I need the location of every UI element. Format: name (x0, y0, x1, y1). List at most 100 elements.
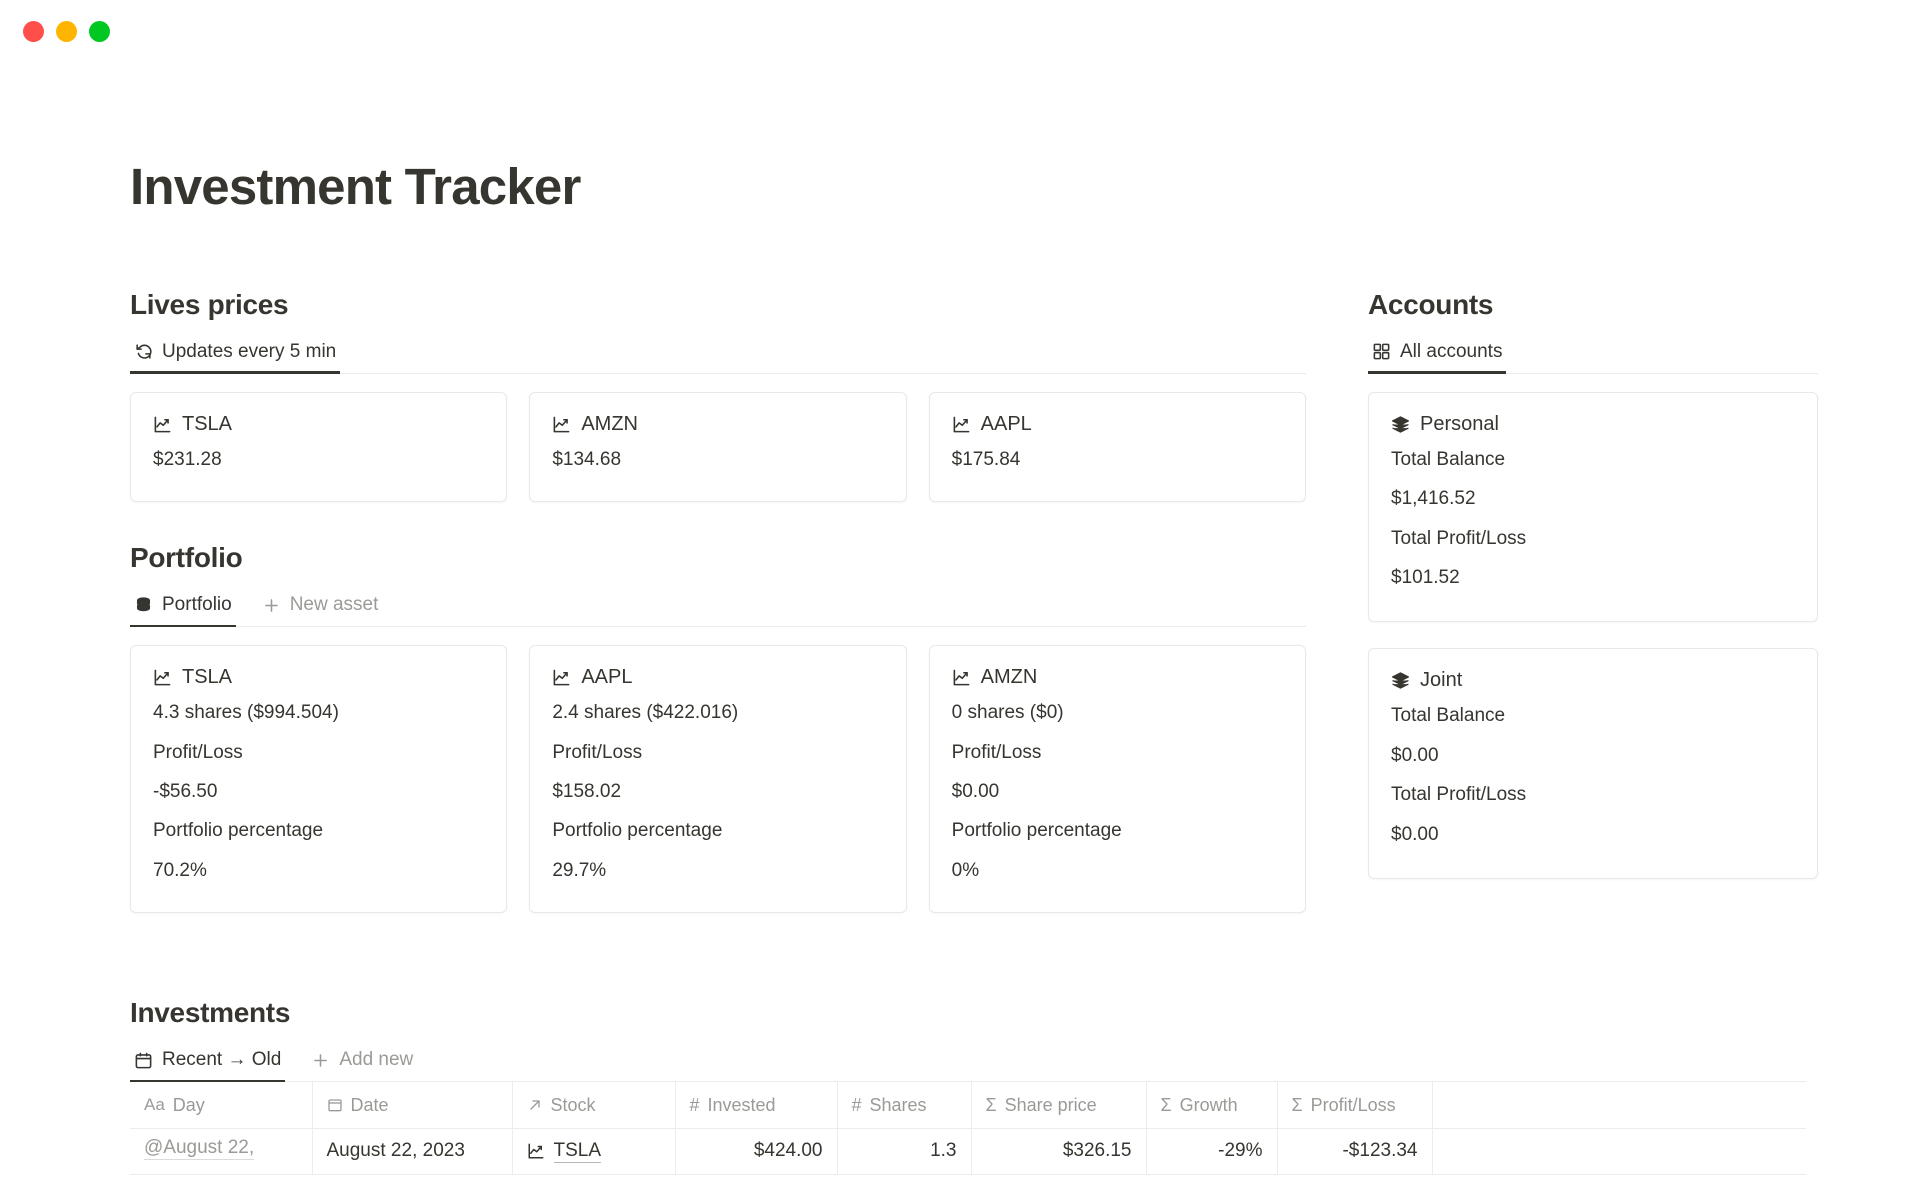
asset-card-aapl[interactable]: AAPL 2.4 shares ($422.016) Profit/Loss $… (529, 645, 907, 914)
account-total-balance-value: $0.00 (1391, 744, 1439, 766)
tab-updates-every-5-min[interactable]: Updates every 5 min (130, 335, 341, 374)
column-header-profit-loss[interactable]: Σ Profit/Loss (1277, 1082, 1433, 1129)
tab-new-asset[interactable]: New asset (258, 588, 383, 626)
asset-shares: 2.4 shares ($422.016) (552, 702, 739, 724)
portfolio-cards: TSLA 4.3 shares ($994.504) Profit/Loss -… (130, 645, 1306, 914)
asset-percentage-value: 29.7% (552, 859, 607, 881)
cell-date[interactable]: August 22, 2023 (312, 1128, 513, 1175)
window-close-button[interactable] (23, 20, 44, 42)
investments-heading: Investments (130, 997, 291, 1029)
tab-add-new[interactable]: Add new (307, 1043, 417, 1081)
column-header-shares[interactable]: # Shares (837, 1082, 972, 1129)
cell-empty[interactable] (1432, 1128, 1806, 1175)
line-chart-icon (153, 668, 172, 687)
live-prices-heading: Lives prices (130, 288, 289, 320)
day-link[interactable]: @August 22, (144, 1136, 255, 1160)
number-icon: # (851, 1094, 862, 1115)
column-header-stock[interactable]: Stock (512, 1082, 676, 1129)
asset-profit-loss-value: $0.00 (951, 780, 1000, 802)
calendar-icon (134, 1051, 153, 1070)
investments-table: Aa Day Date (130, 1082, 1806, 1175)
window-maximize-button[interactable] (89, 20, 110, 42)
price-card-symbol: AAPL (980, 412, 1032, 435)
accounts-heading: Accounts (1368, 288, 1494, 320)
asset-card-symbol: AAPL (581, 666, 633, 689)
table-row[interactable]: @August 22, August 22, 2023 (130, 1128, 1806, 1175)
tab-all-accounts[interactable]: All accounts (1368, 335, 1507, 374)
column-header-share-price[interactable]: Σ Share price (971, 1082, 1147, 1129)
line-chart-icon (552, 415, 571, 434)
column-header-date[interactable]: Date (312, 1082, 513, 1129)
account-total-balance-label: Total Balance (1391, 705, 1506, 727)
asset-percentage-value: 70.2% (153, 859, 207, 881)
asset-card-amzn[interactable]: AMZN 0 shares ($0) Profit/Loss $0.00 Por… (928, 645, 1306, 914)
layers-icon (1391, 415, 1410, 434)
investments-section: Investments Recent → Old (130, 997, 1920, 1175)
cell-invested[interactable]: $424.00 (675, 1128, 838, 1175)
live-prices-cards: TSLA $231.28 (130, 391, 1306, 503)
asset-profit-loss-value: -$56.50 (153, 780, 218, 802)
price-card-tsla[interactable]: TSLA $231.28 (130, 391, 508, 503)
column-label: Profit/Loss (1310, 1094, 1396, 1115)
column-label: Day (172, 1094, 205, 1115)
asset-card-title: AMZN (952, 666, 1283, 689)
asset-profit-loss-label: Profit/Loss (552, 741, 643, 763)
plus-icon (311, 1051, 330, 1070)
portfolio-section: Portfolio Portfolio (130, 542, 1306, 914)
price-card-amzn[interactable]: AMZN $134.68 (529, 391, 907, 503)
line-chart-icon (552, 668, 571, 687)
tab-recent-old[interactable]: Recent → Old (130, 1043, 286, 1083)
relation-icon (527, 1097, 543, 1113)
cell-growth[interactable]: -29% (1146, 1128, 1278, 1175)
line-chart-icon (952, 668, 971, 687)
plus-icon (262, 596, 281, 615)
column-label: Invested (707, 1094, 776, 1115)
asset-card-title: AAPL (552, 666, 883, 689)
right-column: Accounts All accounts (1368, 289, 1818, 914)
tab-label: Add new (339, 1049, 414, 1071)
asset-card-tsla[interactable]: TSLA 4.3 shares ($994.504) Profit/Loss -… (130, 645, 508, 914)
cell-day[interactable]: @August 22, (130, 1128, 313, 1175)
cell-profit-loss[interactable]: -$123.34 (1277, 1128, 1433, 1175)
cell-stock[interactable]: TSLA (512, 1128, 676, 1175)
live-prices-tabstrip: Updates every 5 min (130, 335, 1306, 374)
tab-label: New asset (289, 594, 379, 616)
table-header-row: Aa Day Date (130, 1082, 1806, 1129)
asset-profit-loss-value: $158.02 (552, 780, 622, 802)
portfolio-heading: Portfolio (130, 542, 243, 574)
column-header-invested[interactable]: # Invested (675, 1082, 838, 1129)
database-icon (134, 596, 153, 615)
column-header-add[interactable] (1432, 1082, 1806, 1129)
window-titlebar (0, 0, 1920, 62)
asset-card-symbol: AMZN (980, 666, 1038, 689)
account-total-profit-loss-label: Total Profit/Loss (1391, 527, 1527, 549)
asset-percentage-label: Portfolio percentage (153, 820, 324, 842)
price-card-aapl[interactable]: AAPL $175.84 (928, 391, 1306, 503)
stock-link[interactable]: TSLA (553, 1139, 602, 1163)
tab-portfolio[interactable]: Portfolio (130, 588, 236, 628)
column-header-day[interactable]: Aa Day (130, 1082, 313, 1129)
sigma-icon: Σ (985, 1094, 997, 1115)
cell-shares[interactable]: 1.3 (837, 1128, 972, 1175)
account-card-title: Joint (1391, 669, 1795, 692)
portfolio-tabstrip: Portfolio New asset (130, 588, 1306, 628)
main-columns: Lives prices Updates every 5 min (130, 289, 1920, 914)
account-card-joint[interactable]: Joint Total Balance $0.00 Total Profit/L… (1368, 648, 1818, 880)
tab-label: Updates every 5 min (162, 340, 337, 362)
price-card-title: AMZN (552, 413, 883, 436)
price-card-title: TSLA (153, 413, 484, 436)
column-label: Shares (869, 1094, 927, 1115)
account-name: Personal (1420, 412, 1499, 435)
column-label: Date (350, 1094, 389, 1115)
accounts-tabstrip: All accounts (1368, 335, 1818, 374)
asset-percentage-label: Portfolio percentage (552, 820, 723, 842)
cell-share-price[interactable]: $326.15 (971, 1128, 1147, 1175)
column-label: Share price (1004, 1094, 1097, 1115)
price-card-value: $231.28 (153, 448, 222, 470)
window-minimize-button[interactable] (56, 20, 77, 42)
live-prices-section: Lives prices Updates every 5 min (130, 288, 1306, 503)
account-card-personal[interactable]: Personal Total Balance $1,416.52 Total P… (1368, 391, 1818, 623)
asset-card-title: TSLA (153, 666, 484, 689)
sigma-icon: Σ (1291, 1094, 1303, 1115)
column-header-growth[interactable]: Σ Growth (1146, 1082, 1278, 1129)
